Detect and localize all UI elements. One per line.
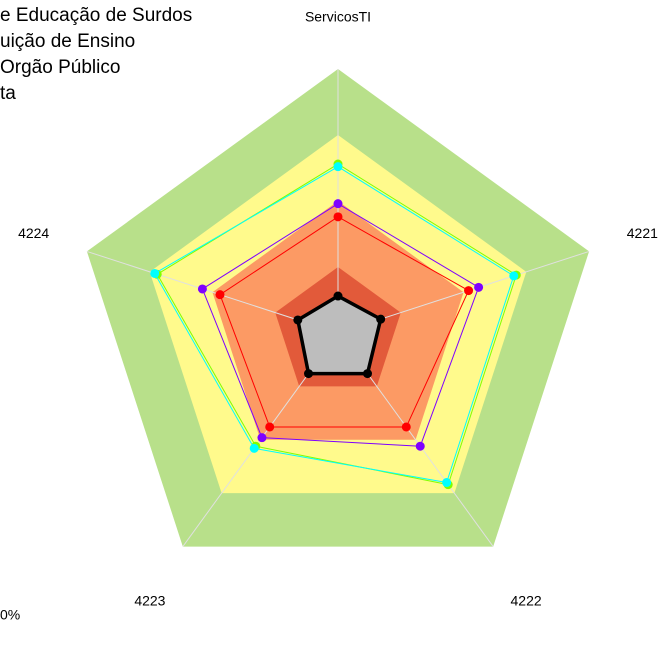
series-point xyxy=(293,315,303,325)
series-line xyxy=(296,294,383,376)
series-point xyxy=(509,271,519,281)
legend-text: e Educação de Surdos xyxy=(0,5,192,26)
series-point xyxy=(333,212,343,222)
series-point xyxy=(333,162,343,172)
series-point xyxy=(257,433,267,443)
series-line xyxy=(201,203,480,447)
series-line xyxy=(219,216,470,428)
legend-text: ta xyxy=(0,83,16,104)
series-point xyxy=(333,291,343,301)
series-point xyxy=(215,290,225,300)
series-point xyxy=(401,422,411,432)
legend-text: uição de Ensino xyxy=(0,31,135,52)
series-point xyxy=(265,422,275,432)
series-point xyxy=(464,286,474,296)
axis-label: ServicosTI xyxy=(305,9,371,25)
legend-text: Orgão Público xyxy=(0,57,120,78)
series-point xyxy=(474,282,484,292)
series-point xyxy=(442,478,452,488)
series-point xyxy=(197,284,207,294)
series-point xyxy=(304,369,314,379)
series-point xyxy=(362,369,372,379)
series-point xyxy=(150,268,160,278)
series-point xyxy=(415,441,425,451)
axis-label: 4222 xyxy=(511,593,542,609)
series-point xyxy=(376,314,386,324)
series-line xyxy=(154,166,515,484)
series-point xyxy=(333,199,343,209)
axis-label: 4221 xyxy=(627,225,658,241)
series-point xyxy=(249,443,259,453)
annotation: 0% xyxy=(0,607,20,623)
axis-label: 4223 xyxy=(134,593,165,609)
axis-label: 4224 xyxy=(18,225,49,241)
